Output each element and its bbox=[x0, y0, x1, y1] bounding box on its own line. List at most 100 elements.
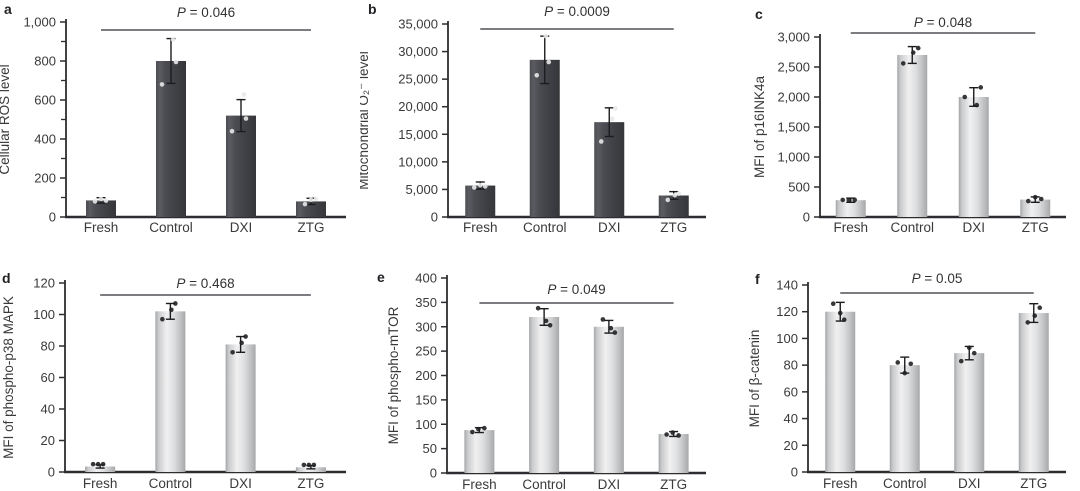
p-value-label: P = 0.468 bbox=[176, 276, 234, 291]
data-point bbox=[852, 197, 858, 203]
x-category-label: Fresh bbox=[833, 220, 868, 235]
y-tick-label: 140 bbox=[776, 278, 798, 293]
chart-beta-catenin: 0 20 40 60 80 100 120 140 Fresh Control DXI ZTG P = … bbox=[747, 271, 1066, 491]
y-tick-label: 0 bbox=[431, 210, 438, 225]
data-point bbox=[600, 317, 606, 322]
data-point bbox=[543, 318, 549, 324]
data-point bbox=[470, 429, 475, 435]
y-tick-label: 1,000 bbox=[777, 150, 810, 165]
bar-dxi bbox=[593, 326, 624, 473]
bar-ztg bbox=[658, 434, 689, 473]
data-point bbox=[665, 197, 671, 203]
chart-phospho-mtor: 0 50 100 150 200 250 300 350 400 Fresh Control DXI Z… bbox=[386, 271, 706, 491]
panel-letter-b: b bbox=[368, 1, 377, 17]
y-tick-label: 20 bbox=[784, 438, 798, 453]
y-tick-label: 300 bbox=[415, 319, 437, 334]
bar-control bbox=[889, 365, 920, 472]
y-tick-label: 1,500 bbox=[777, 120, 810, 135]
y-tick-label: 600 bbox=[34, 93, 56, 108]
bar-dxi bbox=[954, 353, 985, 472]
x-category-label: DXI bbox=[962, 220, 985, 235]
y-tick-label: 100 bbox=[776, 331, 798, 346]
data-point bbox=[846, 197, 852, 203]
data-point bbox=[169, 307, 174, 313]
data-point bbox=[840, 197, 846, 203]
data-point bbox=[535, 305, 541, 311]
bar-control bbox=[156, 61, 186, 217]
x-category-label: DXI bbox=[598, 477, 621, 491]
x-category-label: Fresh bbox=[83, 476, 118, 491]
x-category-label: DXI bbox=[598, 220, 621, 235]
data-point bbox=[902, 370, 908, 376]
data-point bbox=[239, 340, 244, 346]
panel-letter-f: f bbox=[755, 271, 760, 287]
data-point bbox=[670, 430, 675, 435]
x-category-label: Control bbox=[522, 477, 566, 491]
x-category-label: ZTG bbox=[297, 476, 324, 491]
data-point bbox=[962, 94, 968, 100]
panel-letter-e: e bbox=[377, 269, 385, 285]
y-tick-label: 0 bbox=[803, 210, 810, 225]
y-tick-label: 15,000 bbox=[398, 127, 438, 142]
y-tick-label: 40 bbox=[41, 402, 55, 417]
x-category-label: Control bbox=[149, 220, 193, 235]
y-axis-label: Cellular ROS level bbox=[0, 64, 12, 174]
data-point bbox=[1025, 320, 1031, 325]
y-tick-label: 50 bbox=[423, 441, 437, 456]
data-point bbox=[243, 116, 249, 121]
x-category-label: Control bbox=[149, 476, 193, 491]
y-axis-label: Mitochondrial O₂⁻ level bbox=[360, 51, 371, 189]
data-point bbox=[301, 462, 307, 468]
y-tick-label: 80 bbox=[784, 358, 798, 373]
data-point bbox=[241, 92, 247, 97]
data-point bbox=[1037, 305, 1043, 311]
data-point bbox=[958, 358, 964, 364]
data-point bbox=[608, 325, 614, 331]
panel-a: a 0 200 400 600 800 1,000 Fresh Control DXI ZTG P … bbox=[0, 0, 360, 245]
y-tick-label: 30,000 bbox=[398, 44, 438, 59]
x-category-label: ZTG bbox=[660, 220, 687, 235]
y-tick-label: 200 bbox=[415, 368, 437, 383]
data-point bbox=[98, 196, 104, 202]
bar-fresh bbox=[465, 185, 496, 217]
data-point bbox=[612, 330, 618, 335]
data-point bbox=[313, 196, 319, 202]
p-value-label: P = 0.048 bbox=[914, 15, 972, 30]
data-point bbox=[477, 182, 483, 188]
data-point bbox=[471, 185, 477, 190]
data-point bbox=[103, 198, 109, 203]
data-point bbox=[95, 461, 101, 467]
data-point bbox=[672, 192, 678, 198]
x-category-label: DXI bbox=[230, 220, 253, 235]
data-point bbox=[159, 82, 165, 87]
p-value-label: P = 0.0009 bbox=[544, 4, 610, 19]
data-point bbox=[915, 45, 921, 51]
x-category-label: DXI bbox=[958, 476, 981, 491]
data-point bbox=[1032, 313, 1038, 319]
y-tick-label: 80 bbox=[41, 339, 55, 354]
data-point bbox=[830, 301, 836, 306]
y-tick-label: 0 bbox=[48, 465, 55, 480]
data-point bbox=[900, 61, 906, 66]
data-point bbox=[841, 317, 847, 323]
bar-fresh bbox=[464, 430, 495, 473]
p-value-label: P = 0.046 bbox=[177, 5, 235, 20]
y-tick-label: 400 bbox=[34, 132, 56, 147]
y-tick-label: 200 bbox=[34, 171, 56, 186]
data-point bbox=[482, 184, 488, 189]
y-tick-label: 20 bbox=[41, 433, 55, 448]
x-category-label: ZTG bbox=[1020, 476, 1047, 491]
data-point bbox=[966, 345, 972, 351]
data-point bbox=[1032, 194, 1038, 200]
data-point bbox=[170, 37, 176, 42]
data-point bbox=[1025, 198, 1031, 204]
y-tick-label: 1,000 bbox=[23, 15, 56, 30]
data-point bbox=[302, 201, 308, 207]
bar-fresh bbox=[825, 311, 856, 472]
y-tick-label: 20,000 bbox=[398, 99, 438, 114]
y-tick-label: 40 bbox=[784, 411, 798, 426]
y-tick-label: 25,000 bbox=[398, 72, 438, 87]
bar-fresh bbox=[85, 466, 116, 472]
y-tick-label: 400 bbox=[415, 271, 437, 286]
